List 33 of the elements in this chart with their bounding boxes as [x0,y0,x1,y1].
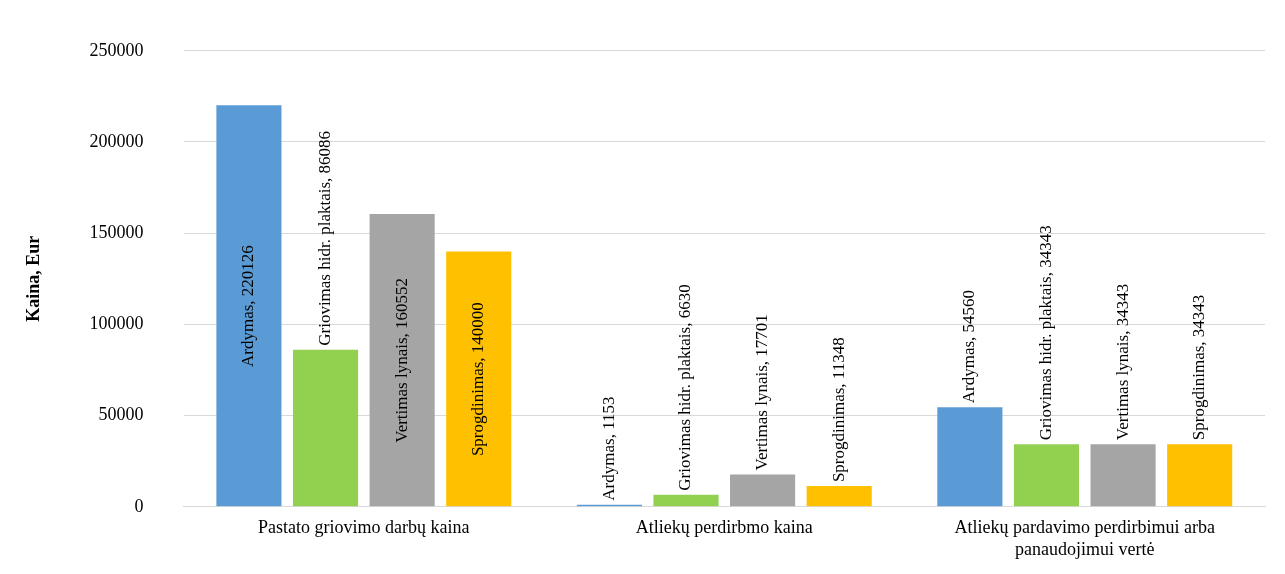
x-tick-label: Pastato griovimo darbų kaina [258,517,470,538]
bar [806,486,872,507]
bar [653,494,719,507]
y-tick-label: 150000 [89,221,144,242]
data-label: Vertimas lynais, 34343 [1112,283,1132,441]
bar [1013,444,1080,507]
data-label: Sprogdinimas, 140000 [468,302,488,457]
y-axis-title: Kaina, Eur [23,235,44,322]
data-label: Sprogdinimas, 11348 [828,337,848,483]
bar [216,105,282,507]
bar [937,407,1003,507]
data-label: Griovimas hidr. plaktais, 6630 [675,284,695,491]
x-tick-label: Atliekų perdirbmo kaina [635,517,813,538]
data-label: Vertimas lynais, 17701 [752,314,772,471]
bar [369,213,435,507]
bar [446,251,512,507]
data-label: Sprogdinimas, 34343 [1189,294,1209,441]
y-tick-label: 200000 [89,130,144,151]
bar [292,349,359,507]
x-tick-label: Atliekų pardavimo perdirbimui arba panaudojimui vertė [954,517,1215,559]
y-tick-label: 100000 [89,313,144,334]
bar [730,474,796,507]
y-tick-label: 0 [134,495,144,516]
y-tick-label: 250000 [89,39,144,60]
bar [1167,444,1233,507]
data-label: Ardymas, 1153 [598,396,618,501]
y-tick-label: 50000 [98,404,144,425]
data-label: Griovimas hidr. plaktais, 86086 [315,130,334,346]
data-label: Vertimas lynais, 160552 [391,277,411,443]
data-label: Ardymas, 220126 [238,245,258,367]
data-label: Ardymas, 54560 [959,289,979,404]
bar [1090,444,1156,507]
data-label: Griovimas hidr. plaktais, 34343 [1035,225,1055,441]
